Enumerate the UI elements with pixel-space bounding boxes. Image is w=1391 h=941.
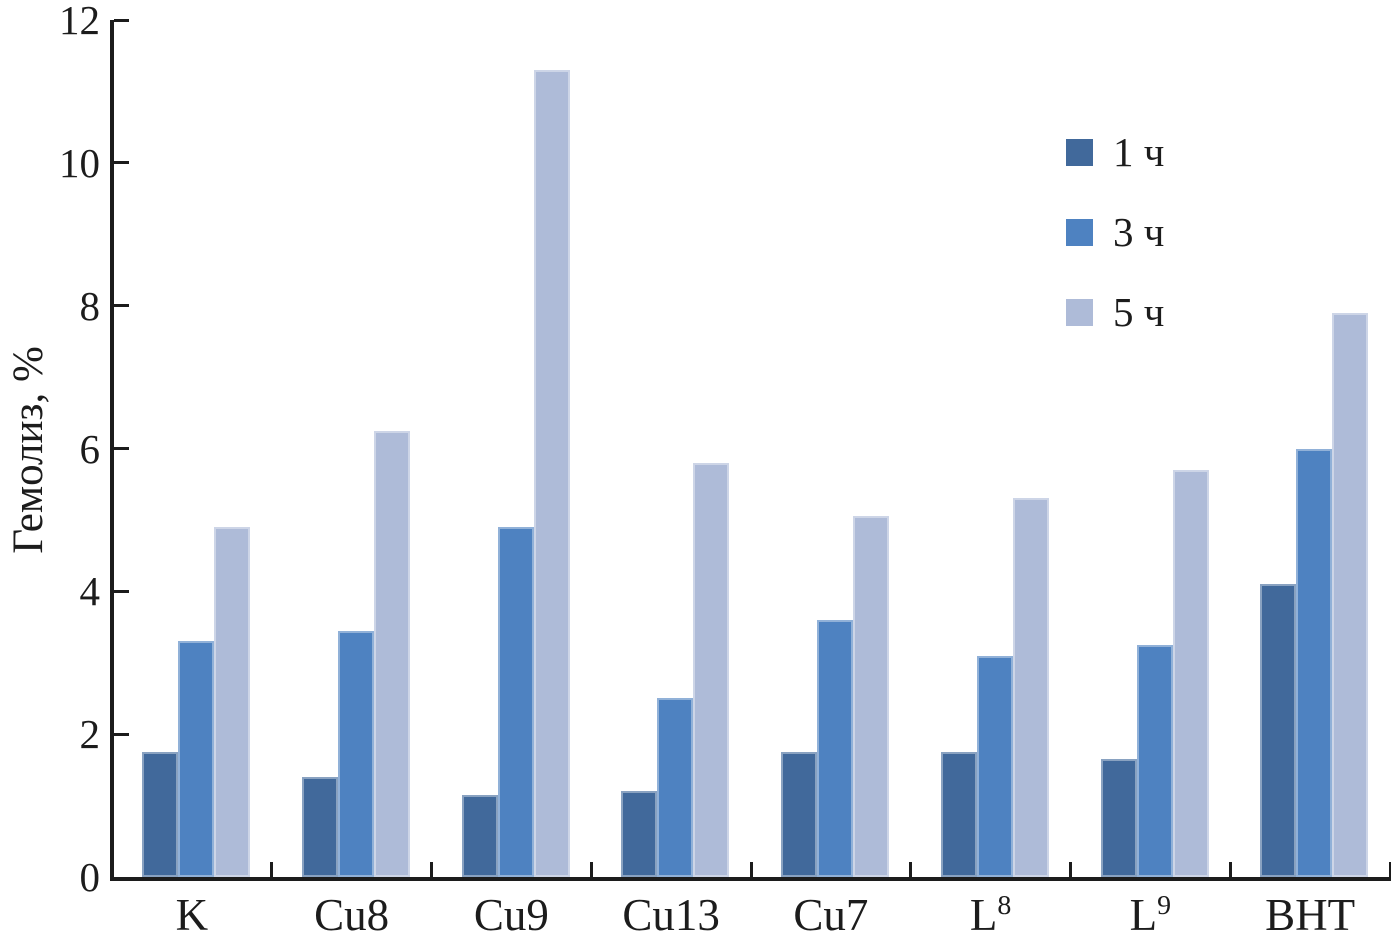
x-category-label: BHT — [1230, 890, 1390, 940]
x-category-base: Cu7 — [793, 890, 869, 940]
bar-L⁸-3ч — [976, 655, 1013, 877]
legend-swatch — [1066, 218, 1093, 246]
bar-K-3ч — [178, 641, 214, 877]
legend-swatch — [1066, 298, 1093, 326]
x-category-base: K — [175, 890, 209, 940]
bar-Cu9-3ч — [497, 527, 534, 877]
y-tick-label: 4 — [79, 568, 101, 615]
bar-BHT-1ч — [1260, 584, 1297, 877]
bar-L⁹-5ч — [1172, 469, 1209, 877]
bar-BHT-5ч — [1332, 312, 1369, 877]
legend-label: 5 ч — [1113, 289, 1165, 335]
legend-item: 5 ч — [1066, 289, 1164, 335]
bar-Cu13-1ч — [621, 791, 658, 877]
x-tick — [270, 862, 274, 877]
bar-Cu7-3ч — [817, 619, 853, 877]
y-tick-label: 2 — [79, 711, 101, 758]
x-category-base: Cu9 — [473, 890, 549, 940]
x-tick — [1228, 862, 1232, 877]
bar-L⁹-1ч — [1100, 759, 1137, 877]
bar-Cu13-3ч — [657, 698, 694, 877]
x-tick — [749, 862, 753, 877]
bar-Cu7-5ч — [853, 516, 889, 877]
y-tick-label: 12 — [59, 0, 100, 43]
bar-Cu13-5ч — [693, 462, 730, 877]
bar-Cu8-3ч — [337, 630, 374, 877]
legend-label: 1 ч — [1113, 129, 1165, 175]
x-tick — [1388, 862, 1391, 877]
x-category-base: L — [969, 890, 998, 940]
x-category-label: L8 — [911, 890, 1071, 940]
y-tick-label: 0 — [79, 854, 101, 900]
bar-Cu8-1ч — [301, 777, 338, 877]
x-category-label: Cu7 — [751, 890, 911, 940]
y-tick — [114, 304, 129, 308]
x-category-label: Cu9 — [432, 890, 592, 940]
x-tick — [430, 862, 433, 877]
y-axis-line — [110, 20, 114, 881]
x-tick — [589, 862, 593, 877]
x-category-base: BHT — [1265, 890, 1356, 940]
legend-item: 1 ч — [1066, 129, 1164, 175]
x-category-base: Cu13 — [622, 890, 720, 940]
y-tick-label: 6 — [79, 425, 101, 472]
x-category-superscript: 9 — [1157, 890, 1172, 921]
bar-BHT-3ч — [1296, 448, 1333, 877]
bar-Cu9-1ч — [461, 794, 498, 877]
x-category-base: L — [1129, 890, 1158, 940]
x-axis-line — [110, 877, 1391, 881]
y-tick — [114, 161, 129, 165]
bar-L⁸-5ч — [1012, 498, 1049, 877]
legend-label: 3 ч — [1113, 209, 1165, 255]
x-tick — [1069, 862, 1072, 877]
bar-K-1ч — [142, 752, 178, 877]
bar-L⁸-1ч — [940, 752, 977, 877]
x-category-superscript: 8 — [997, 890, 1012, 921]
y-tick-label: 8 — [79, 282, 101, 329]
x-category-label: Cu13 — [591, 890, 751, 940]
x-category-label: K — [112, 890, 272, 940]
x-category-label: Cu8 — [272, 890, 432, 940]
x-category-label: L9 — [1071, 890, 1231, 940]
y-tick — [114, 18, 129, 22]
y-tick — [114, 589, 129, 593]
bar-Cu8-5ч — [373, 430, 410, 877]
bar-K-5ч — [214, 527, 250, 877]
legend-item: 3 ч — [1066, 209, 1164, 255]
x-category-base: Cu8 — [314, 890, 390, 940]
bar-Cu7-1ч — [781, 752, 817, 877]
y-tick — [114, 732, 129, 736]
bar-L⁹-3ч — [1136, 644, 1173, 877]
legend: 1 ч 3 ч 5 ч — [1066, 129, 1164, 378]
y-tick — [114, 447, 129, 450]
legend-swatch — [1066, 138, 1093, 166]
bar-Cu9-5ч — [533, 69, 570, 877]
y-tick-label: 10 — [59, 139, 100, 186]
x-tick — [909, 862, 913, 877]
